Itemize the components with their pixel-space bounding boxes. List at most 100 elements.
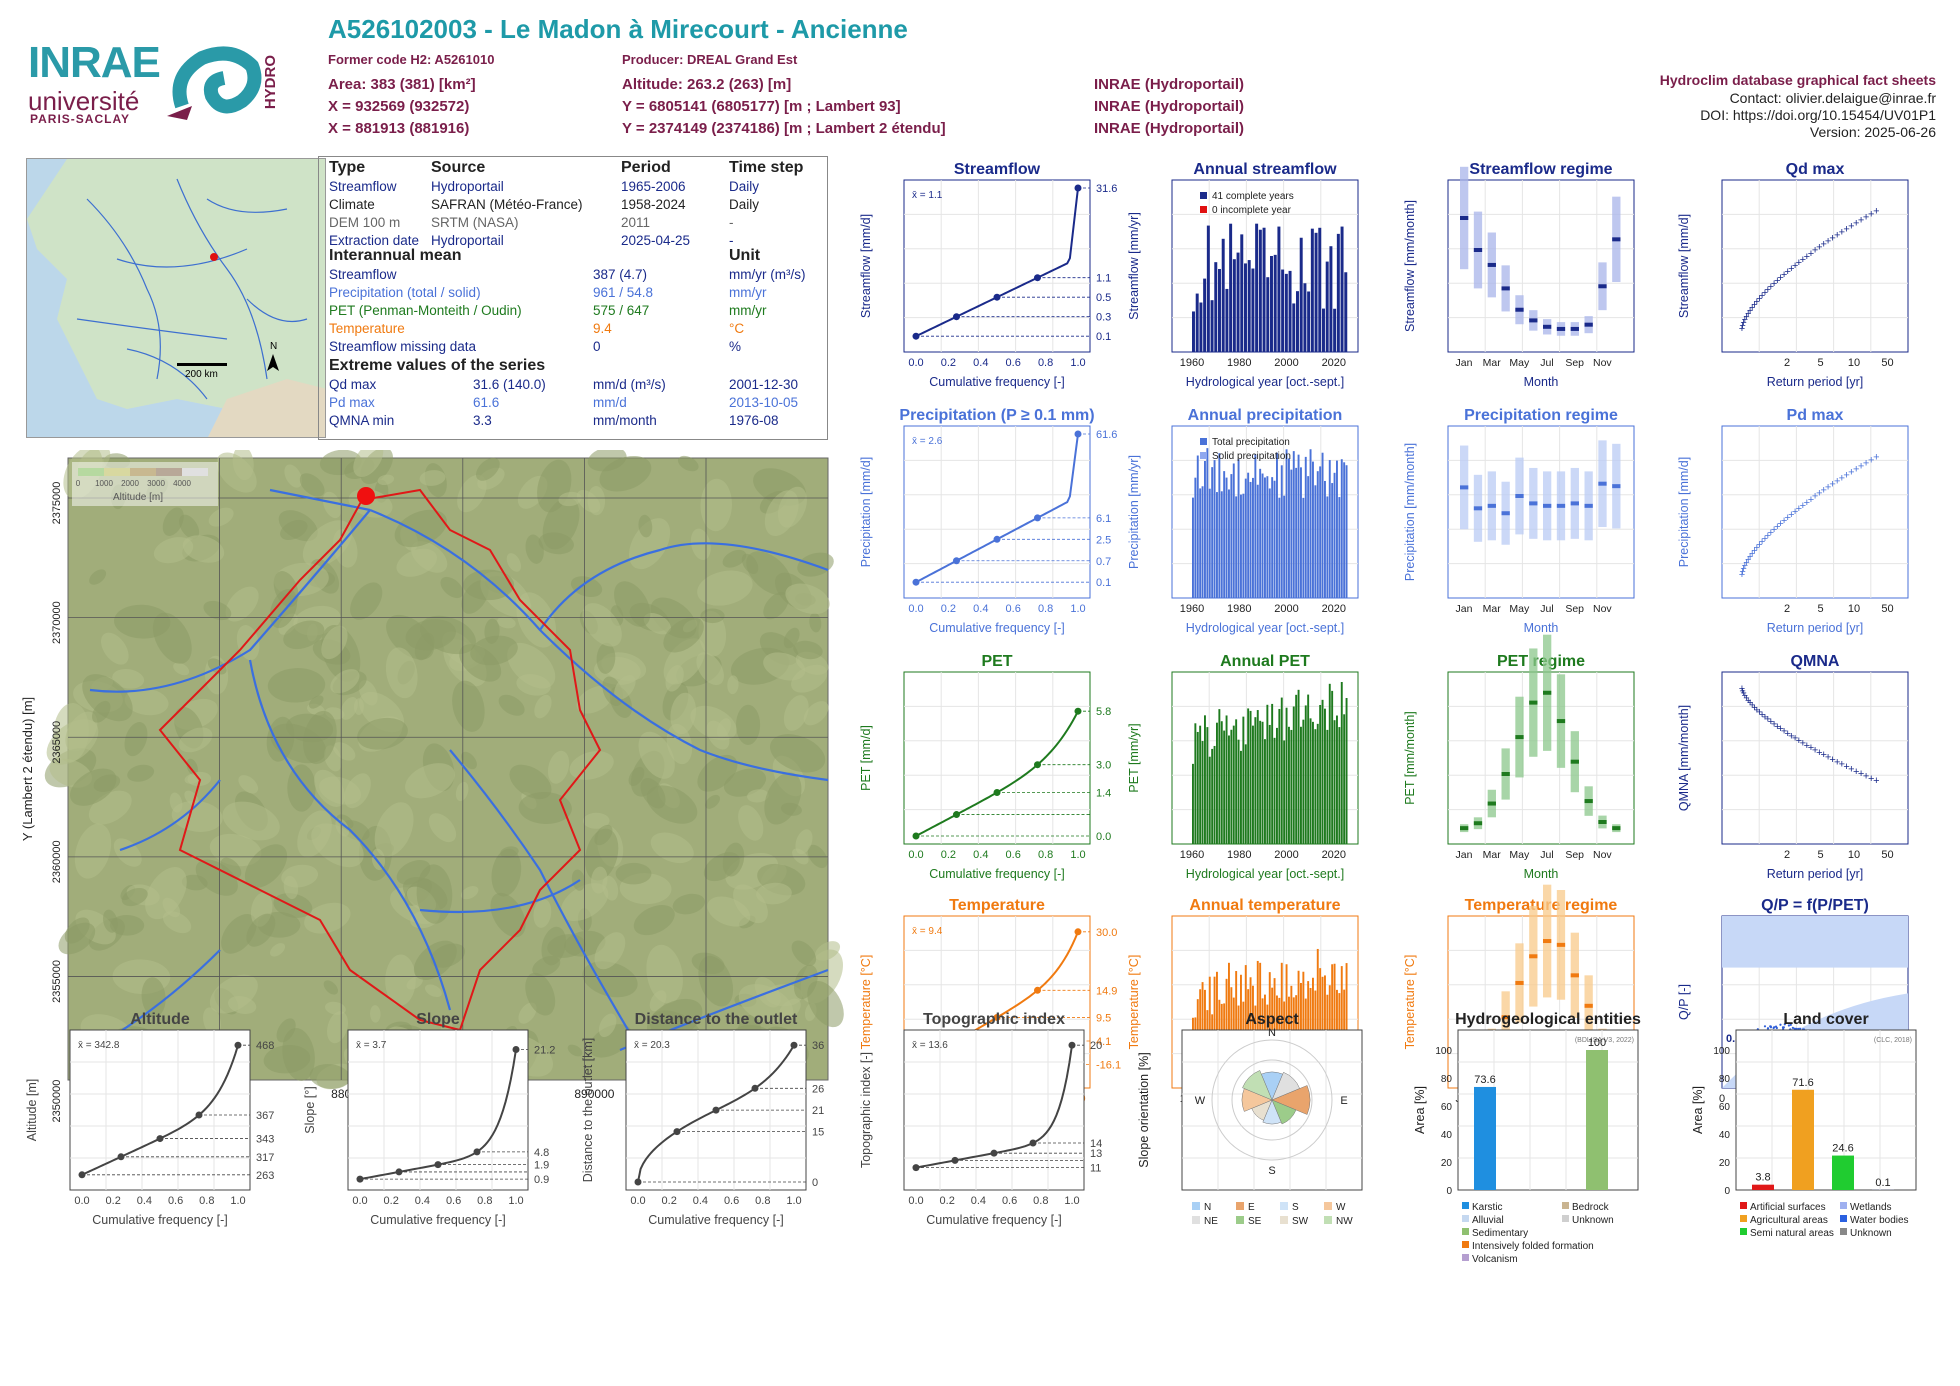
river: [269, 488, 371, 512]
chart-title: Qd max: [1786, 161, 1845, 178]
terrain-patch: [413, 940, 457, 980]
legend-entry: Semi natural areas: [1750, 1228, 1834, 1239]
terrain-patch: [283, 620, 325, 650]
bar: [1225, 715, 1228, 844]
bar: [1338, 497, 1341, 598]
right-tick: 0.0: [1096, 831, 1111, 843]
chart-topo: Topographic index Cumulative frequency [-…: [859, 1011, 1102, 1227]
table-row-period: 2011: [621, 215, 651, 230]
bar: [1309, 449, 1312, 598]
terrain-patch: [533, 898, 552, 928]
terrain-patch: [490, 892, 526, 938]
return-point: +: [1839, 759, 1845, 771]
x-tick: 2020: [1322, 849, 1346, 861]
terrain-patch: [299, 473, 325, 497]
return-point: +: [1740, 563, 1746, 575]
bar: [1240, 750, 1242, 844]
bar: [1283, 740, 1286, 844]
y-axis-label: Temperature [°C]: [1127, 955, 1141, 1050]
terrain-patch: [696, 652, 724, 686]
bar: [1340, 682, 1343, 844]
terrain-patch: [311, 823, 364, 868]
terrain-patch: [460, 886, 479, 900]
x-tick: 5: [1818, 357, 1824, 369]
return-point: +: [1765, 530, 1771, 542]
bar: [1199, 725, 1202, 844]
regime-median: [1543, 690, 1552, 695]
mean-name: Streamflow missing data: [329, 339, 477, 354]
return-point: +: [1863, 458, 1869, 470]
right-tick: 468: [256, 1040, 274, 1052]
mean-name: Temperature: [329, 321, 405, 336]
extreme-date: 2013-10-05: [729, 395, 799, 410]
map-xtick: 890000: [574, 1087, 614, 1101]
chart-title: Land cover: [1783, 1011, 1868, 1028]
table-row-type: Streamflow: [329, 179, 397, 194]
terrain-patch: [186, 758, 198, 776]
return-point: +: [1800, 254, 1806, 266]
bar: [1285, 449, 1288, 598]
legend-entry: Bedrock: [1572, 1202, 1610, 1213]
bar: [1284, 273, 1288, 352]
x-axis-label: Hydrological year [oct.-sept.]: [1186, 621, 1344, 635]
terrain-patch: [460, 751, 477, 770]
bar: [1232, 463, 1235, 598]
return-point: +: [1839, 227, 1845, 239]
y-axis-label: Slope [°]: [303, 1086, 317, 1133]
terrain-patch: [267, 668, 326, 703]
right-tick: 0.1: [1096, 577, 1111, 589]
right-tick: 2.5: [1096, 534, 1111, 546]
legend-tick: 3000: [147, 479, 165, 488]
legend-entry: Karstic: [1472, 1202, 1503, 1213]
return-point: +: [1774, 275, 1780, 287]
terrain-patch: [547, 750, 570, 784]
mean-name: Streamflow: [329, 267, 397, 282]
terrain-patch: [304, 902, 351, 934]
bar: [1325, 261, 1329, 352]
terrain-patch: [727, 675, 739, 695]
terrain-patch: [225, 586, 259, 622]
legend-entry: Volcanism: [1472, 1254, 1518, 1265]
terrain-patch: [814, 941, 841, 961]
legend-tick: 0: [76, 479, 81, 488]
regime-median: [1543, 939, 1552, 944]
bar: [1210, 300, 1214, 352]
altitude: Altitude: 263.2 (263) [m]: [622, 76, 792, 93]
terrain-patch: [741, 553, 759, 574]
terrain-patch: [74, 823, 112, 879]
x-tick: 0.0: [630, 1195, 645, 1207]
terrain-patch: [793, 640, 823, 660]
terrain-patch: [697, 570, 753, 606]
bar: [1324, 480, 1326, 598]
y-axis-label: PET [mm/d]: [859, 725, 873, 791]
map-ytick: 2360000: [51, 840, 63, 883]
plot-area: [69, 1029, 251, 1191]
x-tick: Nov: [1593, 603, 1612, 615]
chart-precipitation: Precipitation (P ≥ 0.1 mm) Cumulative fre…: [859, 407, 1117, 635]
x-tick: 0.8: [1038, 357, 1053, 369]
bar: [1281, 269, 1285, 352]
regime-median: [1515, 494, 1524, 498]
y-lambert2e: Y = 2374149 (2374186) [m ; Lambert 2 éte…: [622, 120, 946, 137]
bar: [1255, 223, 1259, 352]
regime-median: [1487, 262, 1496, 267]
x-tick: Nov: [1593, 849, 1612, 861]
doi-link[interactable]: DOI: https://doi.org/10.15454/UV01P1: [1700, 107, 1936, 123]
x-tick: 0.6: [168, 1195, 183, 1207]
bar: [1283, 495, 1286, 598]
return-point: +: [1784, 512, 1790, 524]
x-tick: 0.4: [415, 1195, 430, 1207]
catchment-boundary: [158, 488, 602, 1032]
return-point: +: [1834, 476, 1840, 488]
mean-value: 961 / 54.8: [593, 285, 654, 300]
page-title: A526102003 - Le Madon à Mirecourt - Anci…: [328, 14, 908, 44]
y-tick: 60: [1719, 1102, 1731, 1113]
return-point: +: [1777, 723, 1783, 735]
qp-point: [1789, 1023, 1792, 1026]
bar: [1203, 278, 1207, 352]
bar: [1292, 303, 1296, 352]
regime-median: [1570, 759, 1579, 764]
mean-label: x̄ = 9.4: [912, 926, 943, 937]
bar-label: 3.8: [1755, 1172, 1770, 1184]
x-tick: 0.6: [1006, 603, 1021, 615]
